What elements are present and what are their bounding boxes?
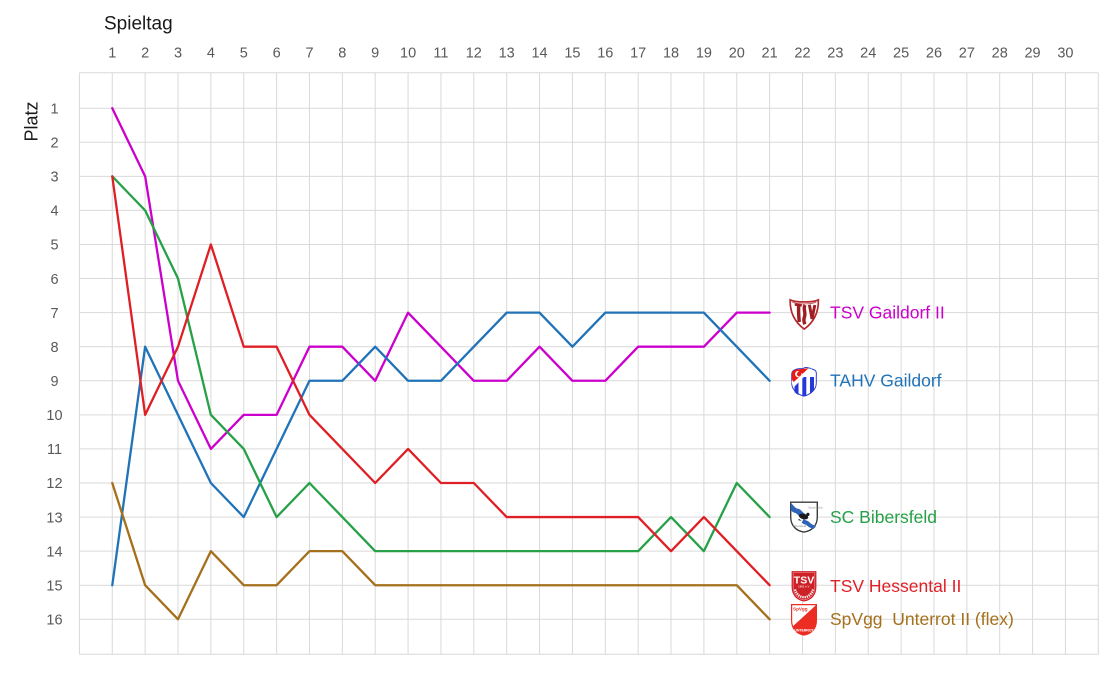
svg-text:SpVgg Unterrot II (flex): SpVgg Unterrot II (flex) <box>830 609 1014 629</box>
svg-text:25: 25 <box>893 46 909 62</box>
svg-text:5: 5 <box>50 238 58 254</box>
svg-text:10: 10 <box>46 408 62 424</box>
svg-text:14: 14 <box>46 544 62 560</box>
svg-text:TSV Gaildorf II: TSV Gaildorf II <box>830 303 945 323</box>
svg-text:Spieltag: Spieltag <box>104 14 173 35</box>
svg-text:1: 1 <box>108 46 116 62</box>
svg-text:18: 18 <box>663 46 679 62</box>
svg-text:6: 6 <box>273 46 281 62</box>
svg-text:UNTERROT: UNTERROT <box>794 628 814 632</box>
svg-text:8: 8 <box>338 46 346 62</box>
svg-text:TSV: TSV <box>794 574 814 586</box>
svg-text:SC Bibersfeld: SC Bibersfeld <box>830 507 937 527</box>
svg-text:1892 e.V.: 1892 e.V. <box>798 585 810 589</box>
svg-text:11: 11 <box>433 46 448 62</box>
svg-text:4: 4 <box>50 204 58 220</box>
svg-text:17: 17 <box>630 46 646 62</box>
svg-text:Platz: Platz <box>22 101 42 141</box>
svg-text:3: 3 <box>50 170 58 186</box>
svg-text:20: 20 <box>729 46 745 62</box>
svg-text:TAHV Gaildorf: TAHV Gaildorf <box>830 371 942 391</box>
svg-text:13: 13 <box>499 46 515 62</box>
svg-text:22: 22 <box>794 46 810 62</box>
svg-text:10: 10 <box>400 46 416 62</box>
svg-text:SpVgg: SpVgg <box>793 607 808 612</box>
svg-text:1: 1 <box>50 101 58 117</box>
svg-text:12: 12 <box>466 46 482 62</box>
svg-text:29: 29 <box>1024 46 1040 62</box>
svg-text:8: 8 <box>50 340 58 356</box>
svg-text:13: 13 <box>46 510 62 526</box>
svg-text:28: 28 <box>992 46 1008 62</box>
svg-text:21: 21 <box>762 46 778 62</box>
svg-text:26: 26 <box>926 46 942 62</box>
svg-text:27: 27 <box>959 46 975 62</box>
svg-text:7: 7 <box>305 46 313 62</box>
svg-text:12: 12 <box>46 476 62 492</box>
svg-text:24: 24 <box>860 46 876 62</box>
svg-text:7: 7 <box>50 306 58 322</box>
svg-text:11: 11 <box>47 442 62 458</box>
svg-text:19: 19 <box>696 46 712 62</box>
svg-text:16: 16 <box>46 613 62 629</box>
svg-text:TSV Hessental II: TSV Hessental II <box>830 576 961 596</box>
svg-text:Sport-Club: Sport-Club <box>808 506 823 510</box>
svg-text:3: 3 <box>174 46 182 62</box>
svg-text:14: 14 <box>531 46 547 62</box>
svg-text:23: 23 <box>827 46 843 62</box>
svg-text:15: 15 <box>564 46 580 62</box>
svg-text:9: 9 <box>50 374 58 390</box>
svg-text:15: 15 <box>46 578 62 594</box>
svg-text:16: 16 <box>597 46 613 62</box>
svg-text:5: 5 <box>240 46 248 62</box>
svg-text:2: 2 <box>141 46 149 62</box>
svg-text:2: 2 <box>50 135 58 151</box>
svg-text:Bibersfeld: Bibersfeld <box>793 524 807 528</box>
svg-text:9: 9 <box>371 46 379 62</box>
svg-text:6: 6 <box>50 272 58 288</box>
svg-text:30: 30 <box>1057 46 1073 62</box>
svg-text:4: 4 <box>207 46 215 62</box>
